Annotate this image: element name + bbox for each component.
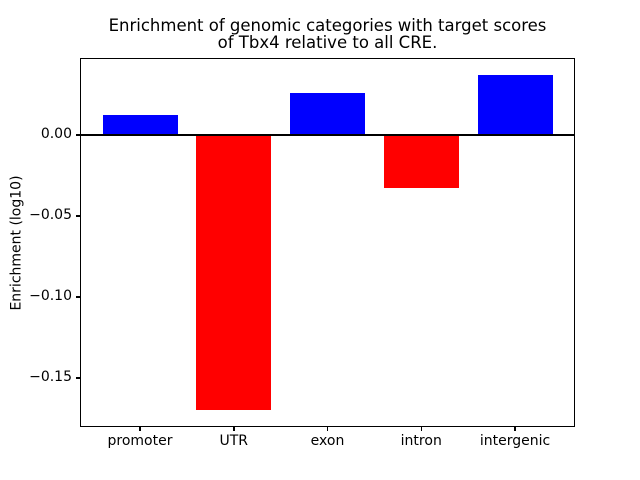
x-tick-mark bbox=[420, 427, 422, 431]
y-tick-mark bbox=[76, 377, 80, 379]
y-tick-label: −0.15 bbox=[29, 369, 72, 386]
bar-intergenic bbox=[477, 74, 553, 135]
y-tick-label: −0.05 bbox=[29, 207, 72, 224]
x-tick-mark bbox=[514, 427, 516, 431]
chart-title: Enrichment of genomic categories with ta… bbox=[80, 16, 575, 52]
x-tick-label: UTR bbox=[219, 433, 249, 449]
bar-intron bbox=[383, 134, 459, 189]
x-tick-label: promoter bbox=[107, 433, 173, 449]
x-tick-label: intron bbox=[400, 433, 442, 449]
y-tick-label: −0.10 bbox=[29, 288, 72, 305]
y-axis-label-text: Enrichment (log10) bbox=[8, 174, 25, 311]
y-tick-label: 0.00 bbox=[40, 126, 72, 143]
y-tick-mark bbox=[76, 215, 80, 217]
x-tick-mark bbox=[233, 427, 235, 431]
bar-UTR bbox=[196, 134, 272, 411]
x-tick-mark bbox=[139, 427, 141, 431]
bar-exon bbox=[290, 92, 365, 135]
chart-title-line1: Enrichment of genomic categories with ta… bbox=[108, 16, 547, 35]
x-tick-label: exon bbox=[310, 433, 345, 449]
y-tick-mark bbox=[76, 296, 80, 298]
bar-promoter bbox=[102, 115, 178, 135]
y-tick-mark bbox=[76, 134, 80, 136]
x-tick-label: intergenic bbox=[479, 433, 551, 449]
x-tick-mark bbox=[326, 427, 329, 431]
zero-line bbox=[80, 133, 575, 136]
y-axis-label: Enrichment (log10) bbox=[8, 58, 25, 427]
chart-title-line2: of Tbx4 relative to all CRE. bbox=[217, 32, 438, 52]
